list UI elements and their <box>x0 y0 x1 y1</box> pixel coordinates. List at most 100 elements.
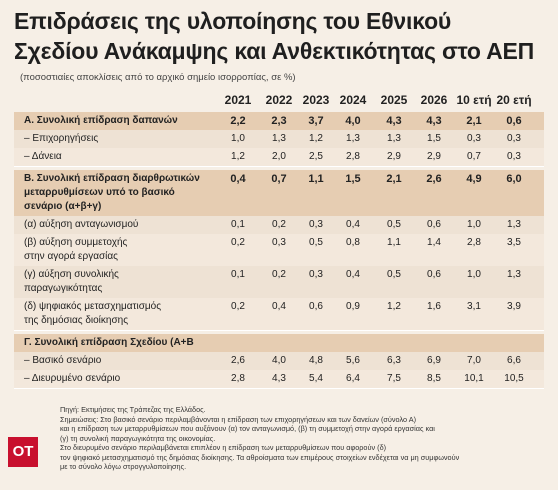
value: 1,3 <box>507 269 521 280</box>
value: 0,1 <box>231 269 245 280</box>
value: 0,3 <box>507 133 521 144</box>
value: 1,2 <box>387 301 401 312</box>
column-header: 20 ετή <box>496 93 532 107</box>
value: 2,8 <box>231 373 245 384</box>
value: 1,3 <box>272 133 286 144</box>
section-label: Β. Συνολική επίδραση διαρθρωτικών <box>24 173 200 184</box>
row-label: της δημόσιας διοίκησης <box>24 315 129 326</box>
value: 1,3 <box>346 133 360 144</box>
value: 1,1 <box>308 173 324 185</box>
note-line: Σημειώσεις: Στο βασικό σενάριο περιλαμβά… <box>60 414 416 424</box>
value: 3,1 <box>467 301 481 312</box>
value: 1,2 <box>309 133 323 144</box>
value: 5,6 <box>346 355 360 366</box>
value: 1,5 <box>345 173 361 185</box>
value: 1,2 <box>231 151 245 162</box>
value: 2,8 <box>467 237 481 248</box>
note-line: (γ) τη συνολική παραγωγικότητα της οικον… <box>60 433 216 443</box>
column-header: 2025 <box>380 93 408 107</box>
value: 0,4 <box>272 301 286 312</box>
row-label: (γ) αύξηση συνολικής <box>24 269 119 280</box>
value: 0,9 <box>346 301 360 312</box>
row-label: (α) αύξηση ανταγωνισμού <box>24 219 139 230</box>
value: 1,3 <box>387 133 401 144</box>
value: 4,3 <box>386 115 402 127</box>
section-label: σενάριο (α+β+γ) <box>24 201 102 212</box>
row-label: – Δάνεια <box>24 151 62 162</box>
value: 1,0 <box>467 269 481 280</box>
column-header: 2021 <box>224 93 252 107</box>
note-line: με το σύνολο λόγω στρογγυλοποίησης. <box>60 462 187 471</box>
value: 0,6 <box>427 269 441 280</box>
row-label: (δ) ψηφιακός μετασχηματισμός <box>24 301 162 312</box>
column-header: 10 ετή <box>456 93 492 107</box>
section-band <box>14 170 544 217</box>
value: 0,4 <box>346 269 360 280</box>
value: 0,7 <box>271 173 287 185</box>
value: 0,4 <box>230 173 246 185</box>
column-header: 2023 <box>302 93 330 107</box>
value: 2,9 <box>387 151 401 162</box>
row-label: στην αγορά εργασίας <box>24 251 118 262</box>
value: 0,2 <box>231 301 245 312</box>
value: 1,4 <box>427 237 441 248</box>
section-label: Α. Συνολική επίδραση δαπανών <box>24 115 178 126</box>
value: 0,6 <box>427 219 441 230</box>
row-band <box>14 298 544 331</box>
value: 0,5 <box>387 269 401 280</box>
section-label: μεταρρυθμίσεων υπό το βασικό <box>24 187 175 198</box>
subtitle: (ποσοστιαίες αποκλίσεις από το αρχικό ση… <box>20 72 296 83</box>
value: 10,1 <box>464 373 484 384</box>
value: 6,6 <box>507 355 521 366</box>
value: 3,5 <box>507 237 521 248</box>
note-line: και η επίδραση των μεταρρυθμίσεων που αυ… <box>60 424 435 433</box>
value: 4,9 <box>466 173 482 185</box>
row-label: – Βασικό σενάριο <box>24 355 102 366</box>
value: 8,5 <box>427 373 441 384</box>
value: 2,0 <box>272 151 286 162</box>
value: 2,3 <box>271 115 287 127</box>
value: 0,2 <box>231 237 245 248</box>
value: 2,2 <box>230 115 246 127</box>
value: 1,6 <box>427 301 441 312</box>
value: 1,0 <box>467 219 481 230</box>
value: 1,5 <box>427 133 441 144</box>
row-band <box>14 370 544 389</box>
value: 5,4 <box>309 373 323 384</box>
row-band <box>14 234 544 267</box>
value: 1,1 <box>387 237 401 248</box>
value: 0,7 <box>467 151 481 162</box>
value: 0,3 <box>309 219 323 230</box>
value: 3,9 <box>507 301 521 312</box>
value: 2,6 <box>231 355 245 366</box>
value: 0,4 <box>346 219 360 230</box>
value: 0,5 <box>309 237 323 248</box>
section-label: Γ. Συνολική επίδραση Σχεδίου (Α+Β <box>24 337 194 348</box>
note-line: τον ψηφιακό μετασχηματισμό της δημόσιας … <box>60 452 460 462</box>
note-line: Στο διευρυμένο σενάριο περιλαμβάνεται επ… <box>60 443 387 452</box>
value: 4,8 <box>309 355 323 366</box>
value: 0,2 <box>272 269 286 280</box>
note-line: Πηγή: Εκτιμήσεις της Τράπεζας της Ελλάδο… <box>60 405 206 414</box>
value: 4,3 <box>426 115 442 127</box>
value: 0,6 <box>506 115 522 127</box>
value: 2,5 <box>309 151 323 162</box>
value: 2,9 <box>427 151 441 162</box>
row-label: – Διευρυμένο σενάριο <box>24 373 121 384</box>
value: 6,9 <box>427 355 441 366</box>
value: 0,2 <box>272 219 286 230</box>
row-band <box>14 148 544 167</box>
column-header: 2026 <box>420 93 448 107</box>
value: 1,0 <box>231 133 245 144</box>
column-header: 2022 <box>265 93 293 107</box>
value: 0,3 <box>309 269 323 280</box>
value: 4,0 <box>272 355 286 366</box>
value: 7,5 <box>387 373 401 384</box>
value: 2,1 <box>386 173 402 185</box>
value: 2,1 <box>466 115 482 127</box>
row-label: (β) αύξηση συμμετοχής <box>24 237 128 248</box>
logo: OT <box>8 437 38 467</box>
value: 0,3 <box>272 237 286 248</box>
value: 1,3 <box>507 219 521 230</box>
